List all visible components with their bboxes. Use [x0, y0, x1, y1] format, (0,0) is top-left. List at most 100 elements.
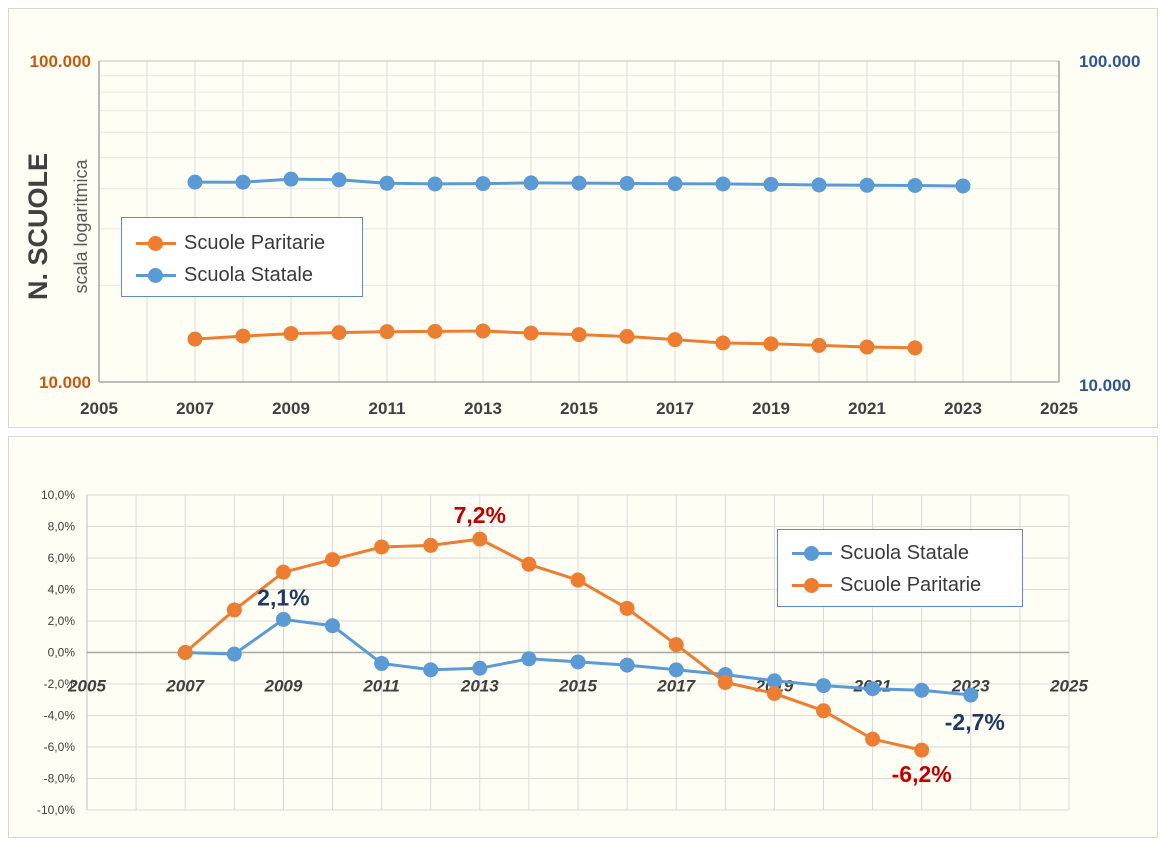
data-point-paritarie [717, 674, 733, 690]
x-tick-label: 2009 [272, 399, 310, 418]
y-tick-label: -10,0% [37, 803, 75, 817]
data-label: 2,1% [257, 584, 309, 610]
legend-item-statale: Scuola Statale [122, 260, 362, 290]
data-point-statale [865, 681, 881, 697]
y-tick-label: -6,0% [44, 740, 76, 754]
percent-change-chart: 10,0% 8,0% 6,0% 4,0% 2,0% 0,0% -2,0% -4,0% -6,0%… [37, 488, 1088, 817]
data-point-statale [955, 178, 971, 194]
legend-label-statale-2: Scuola Statale [840, 542, 969, 564]
legend-item-paritarie: Scuole Paritarie [122, 228, 362, 258]
bottom-chart-panel: 10,0% 8,0% 6,0% 4,0% 2,0% 0,0% -2,0% -4,0% -6,0%… [8, 436, 1158, 838]
y-tick-right-top: 100.000 [1079, 52, 1140, 71]
data-point-paritarie [374, 539, 390, 555]
data-point-statale [187, 174, 203, 190]
data-point-paritarie [521, 556, 537, 572]
y-tick-label: 10,0% [41, 488, 75, 502]
data-point-paritarie [523, 325, 539, 341]
y-axis-subtitle: scala logaritmica [71, 158, 91, 293]
x-tick-label: 2017 [656, 677, 696, 696]
x-tick-label: 2017 [656, 399, 694, 418]
data-point-statale [571, 175, 587, 191]
data-point-statale [907, 177, 923, 193]
data-point-paritarie [423, 537, 439, 553]
x-tick-label: 2009 [263, 677, 302, 696]
data-point-paritarie [619, 600, 635, 616]
data-point-statale [423, 662, 439, 678]
y-axis-title: N. SCUOLE [23, 153, 53, 300]
x-tick-label: 2015 [560, 399, 598, 418]
data-point-statale [619, 175, 635, 191]
data-point-statale [619, 657, 635, 673]
data-point-paritarie [475, 323, 491, 339]
data-point-paritarie [914, 742, 930, 758]
data-point-statale [475, 176, 491, 192]
top-chart-legend: Scuole Paritarie Scuola Statale [121, 217, 363, 297]
data-point-paritarie [283, 326, 299, 342]
data-point-paritarie [571, 327, 587, 343]
x-tick-label: 2023 [944, 399, 982, 418]
data-point-statale [283, 171, 299, 187]
y-tick-label: 6,0% [48, 551, 76, 565]
data-point-statale [374, 656, 390, 672]
data-point-paritarie [766, 685, 782, 701]
data-label: -2,7% [945, 709, 1005, 735]
data-point-paritarie [177, 645, 193, 660]
data-point-statale [816, 678, 831, 694]
x-tick-label: 2005 [80, 399, 118, 418]
x-tick-label: 2019 [752, 399, 790, 418]
data-point-statale [235, 174, 251, 190]
data-point-paritarie [907, 340, 923, 356]
data-label: -6,2% [892, 761, 952, 787]
x-tick-label: 2025 [1040, 399, 1078, 418]
data-point-statale [914, 682, 930, 698]
x-tick-label: 2011 [362, 677, 400, 696]
x-tick-label: 2005 [67, 677, 106, 696]
x-tick-label: 2015 [558, 677, 597, 696]
data-point-paritarie [325, 552, 340, 568]
legend-marker-paritarie-2 [804, 578, 819, 593]
data-point-statale [427, 176, 443, 192]
data-point-statale [763, 176, 779, 192]
legend-item-paritarie-2: Scuole Paritarie [778, 570, 1022, 600]
data-point-paritarie [570, 572, 586, 588]
y-tick-label: -4,0% [44, 709, 76, 723]
y-tick-left-bottom: 10.000 [39, 373, 91, 392]
data-point-paritarie [187, 331, 203, 347]
data-point-statale [275, 611, 291, 627]
data-point-statale [811, 177, 827, 193]
data-point-statale [325, 618, 340, 634]
data-point-paritarie [275, 564, 291, 580]
data-label: 7,2% [454, 502, 506, 528]
data-point-statale [859, 177, 875, 193]
data-point-paritarie [668, 637, 684, 653]
y-tick-label: -8,0% [44, 772, 76, 786]
data-point-statale [472, 660, 488, 676]
data-point-statale [715, 176, 731, 192]
y-tick-label: 8,0% [48, 520, 76, 534]
x-tick-label: 2013 [464, 399, 502, 418]
data-point-paritarie [715, 335, 731, 351]
legend-label-paritarie: Scuole Paritarie [184, 232, 326, 254]
x-tick-label: 2025 [1049, 677, 1088, 696]
legend-label-paritarie-2: Scuole Paritarie [840, 574, 982, 596]
series-line-paritarie [194, 329, 916, 350]
y-tick-label: 0,0% [48, 646, 76, 660]
data-point-paritarie [865, 731, 881, 747]
x-tick-label: 2013 [460, 677, 499, 696]
data-point-statale [521, 651, 537, 667]
x-tick-label: 2007 [176, 399, 214, 418]
data-point-paritarie [235, 328, 251, 344]
data-point-paritarie [379, 324, 395, 340]
y-tick-left-top: 100.000 [30, 52, 91, 71]
data-point-paritarie [427, 323, 443, 339]
x-tick-label: 2023 [951, 677, 990, 696]
data-point-paritarie [816, 703, 831, 719]
x-tick-label: 2007 [165, 677, 205, 696]
data-point-statale [331, 172, 347, 188]
data-point-paritarie [859, 339, 875, 355]
legend-label-statale: Scuola Statale [184, 264, 313, 286]
data-point-paritarie [763, 336, 779, 352]
data-point-paritarie [619, 328, 635, 344]
x-tick-label: 2011 [369, 399, 406, 418]
y-tick-label: 4,0% [48, 583, 76, 597]
